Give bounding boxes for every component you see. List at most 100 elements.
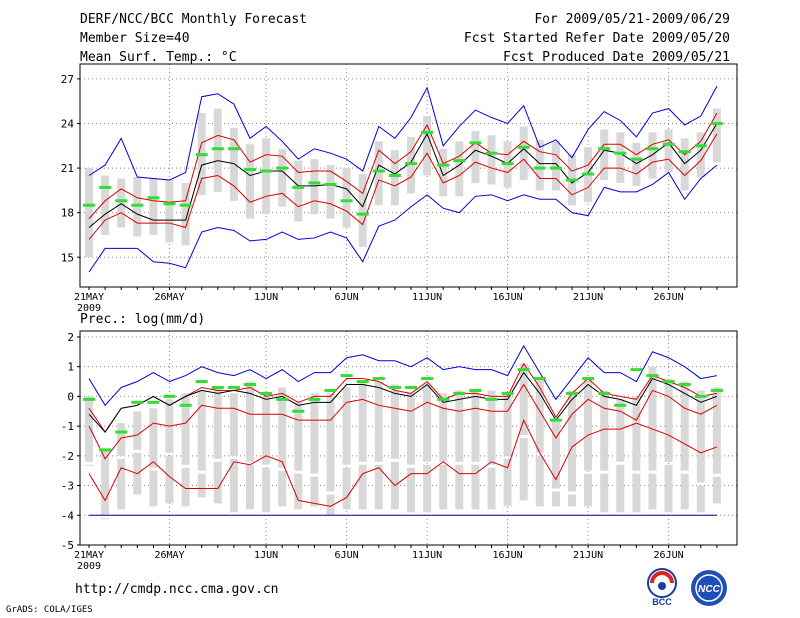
obs-marker: [308, 397, 321, 401]
spread-box: [374, 381, 383, 462]
y-tick-label: -4: [61, 509, 75, 522]
obs-marker: [115, 430, 128, 434]
obs-marker: [469, 141, 482, 145]
obs-marker: [276, 397, 289, 401]
spread-box: [551, 420, 560, 489]
obs-marker: [356, 212, 369, 216]
obs-marker: [131, 400, 144, 404]
spread-box-lower: [149, 470, 158, 507]
spread-box: [326, 393, 335, 492]
spread-box: [246, 381, 254, 462]
spread-box: [85, 168, 93, 258]
spread-box: [165, 179, 174, 243]
spread-box-lower: [342, 467, 351, 510]
spread-box: [584, 378, 593, 471]
spread-box: [648, 366, 657, 471]
obs-marker: [324, 182, 337, 186]
obs-marker: [115, 199, 128, 203]
spread-box-lower: [680, 473, 689, 510]
ncc-logo-ring: [695, 574, 723, 602]
series-max-line: [88, 344, 717, 407]
obs-marker: [405, 385, 417, 389]
spread-box-lower: [616, 464, 625, 513]
spread-box-lower: [229, 458, 238, 513]
spread-box-lower: [262, 467, 271, 513]
obs-marker: [582, 172, 595, 176]
obs-marker: [227, 147, 240, 151]
spread-box: [632, 396, 641, 471]
spread-box-lower: [696, 485, 705, 513]
spread-box-lower: [471, 464, 480, 510]
y-tick-label: -1: [61, 420, 74, 433]
obs-marker: [630, 157, 643, 161]
spread-box: [326, 165, 335, 219]
y-tick-label: -5: [61, 539, 74, 552]
series-p75-line: [88, 112, 718, 219]
y-tick-label: 0: [67, 390, 74, 403]
obs-marker: [517, 145, 530, 149]
spread-box: [358, 174, 367, 247]
spread-box: [648, 132, 657, 179]
spread-box-lower: [181, 467, 190, 507]
grads-credit: GrADS: COLA/IGES: [6, 605, 93, 615]
obs-marker: [292, 185, 305, 189]
spread-box-lower: [551, 491, 560, 507]
spread-box: [616, 399, 625, 462]
spread-box: [294, 160, 303, 222]
spread-box: [181, 393, 190, 465]
bcc-logo-arc: [650, 571, 674, 584]
spread-box: [439, 393, 448, 462]
spread-box: [632, 142, 641, 186]
spread-box: [149, 408, 158, 468]
obs-marker: [517, 368, 530, 372]
y-tick-label: -3: [61, 480, 74, 493]
spread-box: [712, 108, 721, 163]
spread-box: [262, 138, 271, 215]
spread-box-lower: [503, 458, 512, 507]
spread-box: [519, 126, 528, 180]
spread-box-lower: [600, 473, 609, 513]
obs-marker: [533, 377, 546, 381]
spread-box: [85, 396, 93, 462]
obs-marker: [598, 391, 611, 395]
obs-marker: [99, 448, 112, 452]
bcc-logo-dot: [658, 582, 666, 590]
spread-box-lower: [326, 494, 335, 516]
obs-marker: [372, 169, 385, 173]
obs-marker: [678, 383, 691, 386]
spread-box: [439, 148, 448, 197]
spread-box: [262, 396, 271, 465]
obs-marker: [630, 368, 643, 372]
obs-marker: [549, 166, 562, 170]
source-url[interactable]: http://cmdp.ncc.cma.gov.cn: [75, 582, 279, 597]
forecast-start-date: Fcst Started Refer Date 2009/05/20: [463, 31, 730, 46]
obs-marker: [501, 391, 514, 395]
x-tick-label: 11JUN: [412, 550, 442, 561]
chart-1: 15 18 21 24 27 21MAY 26MAY 1JUN 6JUN 11JUN 16JUN 21…: [61, 63, 738, 314]
spread-box-lower: [648, 473, 657, 510]
x-tick-label: 21MAY: [74, 550, 104, 561]
obs-marker: [179, 203, 192, 207]
obs-marker: [147, 400, 160, 404]
x-year-label: 2009: [77, 561, 101, 572]
spread-box: [471, 130, 480, 183]
obs-marker: [308, 181, 321, 185]
variable-label: Mean Surf. Temp.: °C: [80, 50, 237, 65]
obs-marker: [276, 166, 289, 170]
x-tick-label: 21JUN: [573, 292, 603, 303]
spread-box: [342, 168, 351, 228]
obs-marker: [179, 403, 192, 407]
x-tick-label: 21MAY: [74, 292, 104, 303]
spread-box: [117, 178, 126, 228]
spread-box: [471, 390, 480, 462]
spread-box-lower: [358, 464, 367, 510]
chart-title: DERF/NCC/BCC Monthly Forecast: [80, 12, 307, 27]
obs-marker: [260, 169, 273, 173]
x-year-label: 2009: [77, 303, 101, 314]
spread-box: [133, 411, 142, 450]
obs-marker: [662, 142, 675, 146]
bcc-logo-ring: [647, 568, 677, 598]
spread-box: [600, 129, 609, 180]
spread-box: [101, 175, 110, 235]
spread-box: [423, 116, 432, 176]
